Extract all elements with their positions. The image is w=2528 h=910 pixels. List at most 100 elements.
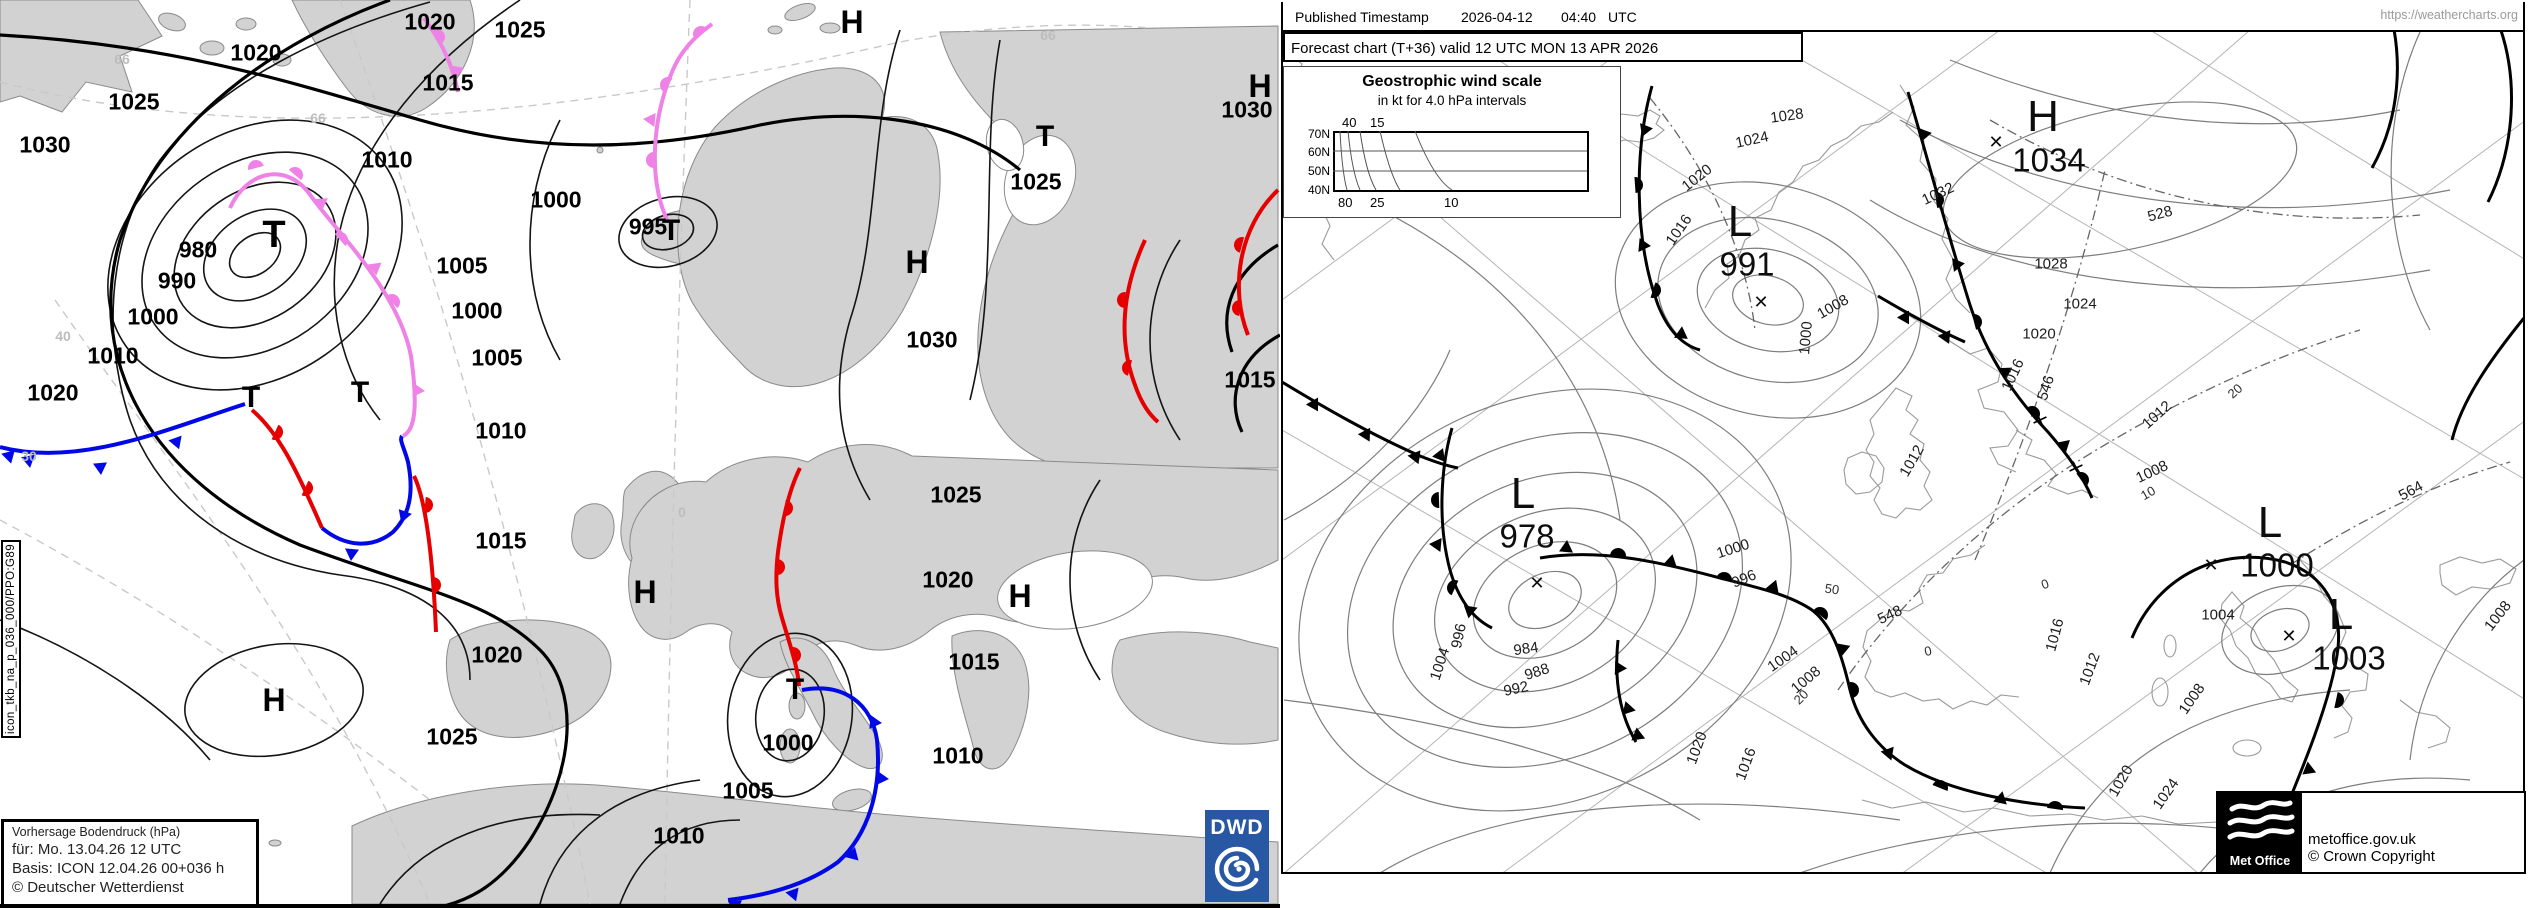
map-label: ✕: [1529, 573, 1545, 593]
map-label: 988: [1522, 660, 1552, 684]
map-label: 1005: [471, 344, 523, 371]
info-line-copyright: © Deutscher Wetterdienst: [12, 879, 184, 896]
model-code-box: icon_tkb_na_p_036_000/PPO:G89: [1, 540, 21, 738]
map-label: 1020: [1683, 729, 1711, 767]
map-label: 1010: [932, 742, 984, 769]
map-label: 1020: [471, 641, 523, 668]
published-label: Published Timestamp: [1295, 9, 1429, 25]
map-label: 40: [55, 328, 71, 344]
map-label: 1008: [2133, 457, 2171, 487]
map-label: 992: [1501, 678, 1531, 700]
map-label: 528: [2145, 202, 2175, 226]
wind-scale-curves: [1333, 130, 1587, 191]
map-label: 1015: [475, 527, 527, 554]
metoffice-logo-text: Met Office: [2229, 854, 2291, 868]
map-label: 1025: [930, 481, 982, 508]
map-label: 1030: [906, 326, 958, 353]
map-label: 1025: [426, 723, 478, 750]
map-label: 1000: [1714, 535, 1752, 563]
wind-scale-lat-60n: 60N: [1307, 145, 1330, 159]
model-code-text: icon_tkb_na_p_036_000/PPO:G89: [5, 544, 17, 734]
map-label: 1020: [27, 379, 79, 406]
map-label: 1016: [1732, 745, 1760, 783]
map-label: H: [1248, 68, 1272, 104]
map-label: 1000: [2240, 546, 2314, 584]
map-label: T: [785, 673, 805, 706]
map-label: 1025: [108, 88, 160, 115]
wind-scale-bottom-25: 25: [1370, 195, 1385, 210]
map-label: 1008: [2175, 680, 2209, 718]
map-label: 1012: [2138, 397, 2176, 433]
dwd-logo-text: DWD: [1210, 816, 1264, 839]
map-label: T: [262, 214, 286, 256]
map-label: 1000: [451, 297, 503, 324]
right-map-art: [1283, 30, 2524, 873]
map-label: 1025: [1010, 168, 1062, 195]
map-label: T: [1035, 120, 1055, 153]
dwd-info-box: Vorhersage Bodendruck (hPa) für: Mo. 13.…: [1, 819, 259, 907]
wind-scale-box: Geostrophic wind scale in kt for 4.0 hPa…: [1283, 66, 1621, 218]
map-label: 1005: [436, 252, 488, 279]
map-label: 66: [1040, 27, 1056, 43]
wind-scale-bottom-10: 10: [1444, 195, 1459, 210]
map-label: 1032: [1919, 179, 1957, 209]
wind-scale-title: Geostrophic wind scale: [1362, 73, 1542, 90]
map-label: 978: [1499, 517, 1555, 555]
info-line-title: Vorhersage Bodendruck (hPa): [12, 825, 181, 839]
map-label: 1030: [19, 131, 71, 158]
map-label: 1024: [2149, 775, 2183, 813]
published-timestamp-bar: Published Timestamp 2026-04-12 04:40 UTC: [1283, 2, 2523, 32]
map-label: H: [1008, 578, 1032, 614]
map-label: 1008: [2481, 597, 2515, 635]
map-label: 1016: [2042, 616, 2068, 654]
map-label: 1020: [230, 39, 282, 66]
map-label: 1028: [1769, 105, 1805, 127]
wind-scale-diagram: [1333, 131, 1589, 192]
metoffice-site: metoffice.gov.uk: [2308, 831, 2416, 848]
map-label: 1020: [404, 8, 456, 35]
map-label: L: [1727, 197, 1753, 246]
map-label: 20: [2224, 380, 2246, 402]
map-label: L: [2257, 498, 2283, 547]
map-label: 10: [2137, 482, 2159, 504]
wind-scale-bottom-80: 80: [1338, 195, 1353, 210]
map-label: 546: [2034, 373, 2058, 403]
map-label: 1004: [1426, 645, 1454, 683]
map-label: H: [633, 574, 657, 610]
forecast-title-box: Forecast chart (T+36) valid 12 UTC MON 1…: [1283, 32, 1803, 62]
map-label: 1025: [494, 16, 546, 43]
map-label: 1000: [530, 186, 582, 213]
map-label: T: [241, 381, 261, 414]
metoffice-waves-icon: [2227, 800, 2295, 840]
metoffice-logo: Met Office: [2218, 793, 2302, 872]
map-label: ✕: [2281, 626, 2297, 646]
map-label: H: [262, 682, 286, 718]
left-map-art: [0, 0, 1280, 904]
left-map-bottom-border: [0, 904, 1280, 908]
map-label: 1015: [422, 69, 474, 96]
map-label: 0: [2039, 575, 2051, 593]
map-label: 66: [114, 51, 130, 67]
forecast-title: Forecast chart (T+36) valid 12 UTC MON 1…: [1291, 40, 1659, 57]
map-label: 1020: [2022, 325, 2056, 343]
map-label: 30: [21, 448, 37, 464]
published-timezone: UTC: [1608, 9, 1637, 25]
published-time: 04:40: [1561, 9, 1597, 25]
map-label: 980: [178, 236, 218, 263]
map-label: 1016: [1662, 211, 1696, 249]
map-label: T: [350, 376, 370, 409]
map-label: 1003: [2312, 639, 2386, 677]
map-label: 1010: [361, 146, 413, 173]
map-label: 1012: [2076, 650, 2104, 688]
map-label: 1004: [1764, 642, 1802, 676]
map-label: 50: [1823, 580, 1841, 598]
map-label: 1024: [2063, 295, 2097, 313]
map-label: 548: [1875, 602, 1905, 628]
source-url: https://weathercharts.org: [2380, 8, 2518, 22]
map-label: 996: [1448, 621, 1470, 651]
map-label: 1015: [948, 648, 1000, 675]
map-label: 66: [310, 110, 326, 126]
map-label: 0: [678, 504, 686, 520]
